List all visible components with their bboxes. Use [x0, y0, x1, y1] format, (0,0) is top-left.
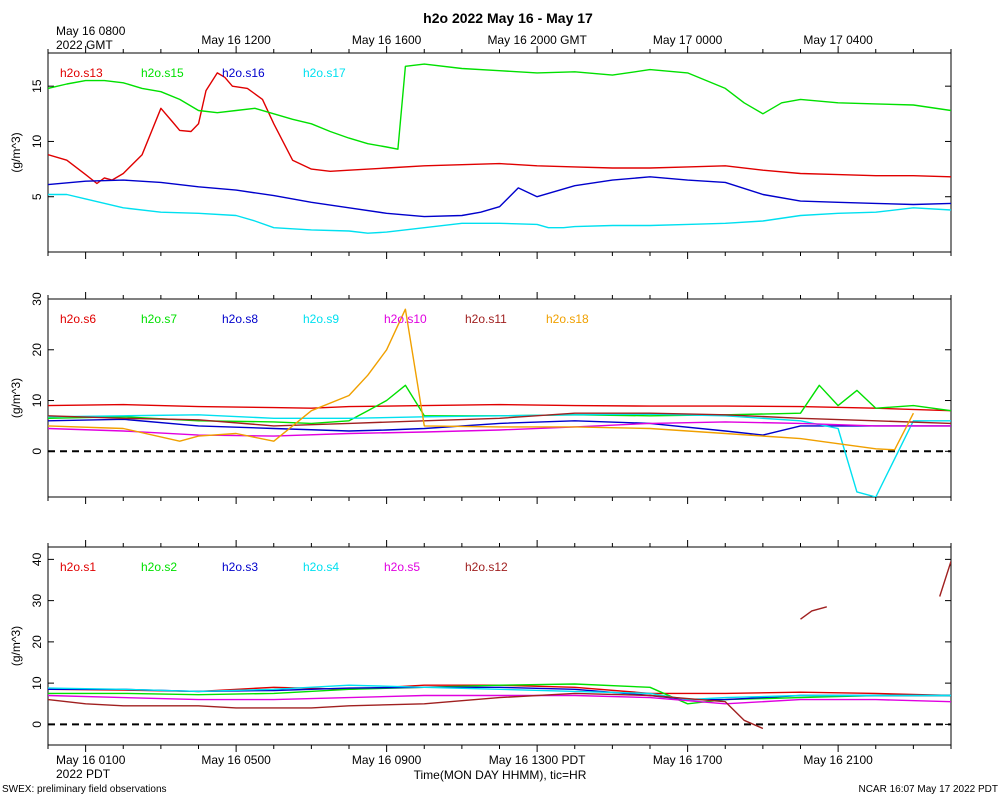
legend-entry: h2o.s10 — [384, 312, 427, 326]
series-line-h2o-s5 — [48, 694, 951, 705]
legend-entry: h2o.s9 — [303, 312, 339, 326]
legend-entry: h2o.s7 — [141, 312, 177, 326]
top-axis-first-label-line1: May 16 0800 — [56, 24, 126, 38]
legend-entry: h2o.s2 — [141, 560, 177, 574]
series-line-h2o-s16 — [48, 176, 951, 218]
legend-entry: h2o.s8 — [222, 312, 258, 326]
y-tick-label: 15 — [30, 79, 44, 93]
top-axis-tick-label: May 16 1200 — [201, 33, 271, 47]
series-line-h2o-s11 — [48, 412, 951, 427]
chart-panel-2: 0 10 20 30 (g/m^3) h2o.s6 h2o.s7 h2o.s8 h2o.s9 h2… — [9, 292, 952, 504]
y-tick-label: 0 — [30, 448, 44, 455]
series-lines — [48, 308, 951, 497]
chart-panel-3: 0 10 20 30 40 (g/m^3) h2o.s1 h2o.s2 h2o.s3 h2o.s4… — [9, 540, 952, 752]
footer-left-note: SWEX: preliminary field observations — [2, 784, 167, 795]
legend-entry: h2o.s18 — [546, 312, 589, 326]
series-line-h2o-s9 — [48, 413, 951, 497]
series-line-h2o-s10 — [48, 421, 951, 437]
chart-panel-1: 5 10 15 (g/m^3) h2o.s13 h2o.s15 h2o.s16 h2o.s17 — [9, 46, 952, 259]
chart-panels: 5 10 15 (g/m^3) h2o.s13 h2o.s15 h2o.s16 h2o.s17… — [9, 46, 952, 752]
legend-entry: h2o.s11 — [465, 312, 507, 326]
y-tick-label: 30 — [30, 292, 44, 306]
y-tick-label: 10 — [30, 394, 44, 408]
footer-right-note: NCAR 16:07 May 17 2022 PDT — [858, 784, 998, 795]
y-axis-label: (g/m^3) — [9, 626, 23, 666]
bottom-axis-tick-label: May 16 1300 PDT — [489, 753, 586, 767]
series-line-h2o-s17 — [48, 193, 951, 234]
series-line-h2o-s4 — [48, 684, 951, 701]
bottom-axis-tick-label: May 16 0500 — [201, 753, 271, 767]
y-tick-label: 0 — [30, 721, 44, 728]
top-axis-tick-label: May 17 0000 — [653, 33, 723, 47]
bottom-axis-first-label-line1: May 16 0100 — [56, 753, 126, 767]
y-axis-label: (g/m^3) — [9, 378, 23, 418]
legend-entry: h2o.s15 — [141, 66, 184, 80]
y-tick-label: 10 — [30, 676, 44, 690]
top-axis-tick-label: May 16 2000 GMT — [487, 33, 587, 47]
bottom-axis-first-label-line2: 2022 PDT — [56, 767, 111, 781]
legend-entry: h2o.s3 — [222, 560, 258, 574]
y-tick-label: 5 — [30, 193, 44, 200]
y-tick-label: 10 — [30, 134, 44, 148]
bottom-axis-tick-label: May 16 0900 — [352, 753, 422, 767]
series-line-h2o-s18 — [48, 308, 915, 451]
y-tick-label: 20 — [30, 635, 44, 649]
legend-entry: h2o.s5 — [384, 560, 420, 574]
top-axis-tick-label: May 17 0400 — [803, 33, 873, 47]
legend-entry: h2o.s17 — [303, 66, 346, 80]
bottom-axis-tick-label: May 16 1700 — [653, 753, 723, 767]
y-axis-label: (g/m^3) — [9, 132, 23, 172]
legend-entry: h2o.s1 — [60, 560, 96, 574]
series-line-h2o-s12b — [800, 606, 827, 620]
series-line-h2o-s6 — [48, 403, 951, 412]
y-tick-label: 20 — [30, 343, 44, 357]
series-line-h2o-s12c — [939, 561, 951, 597]
series-line-h2o-s8 — [48, 418, 951, 436]
panel-frame — [47, 52, 952, 253]
series-line-h2o-s2 — [48, 683, 951, 705]
top-axis-tick-label: May 16 1600 — [352, 33, 422, 47]
x-axis-label: Time(MON DAY HHMM), tic=HR — [414, 768, 587, 782]
legend-entry: h2o.s4 — [303, 560, 339, 574]
legend-entry: h2o.s16 — [222, 66, 265, 80]
series-line-h2o-s15 — [48, 63, 951, 150]
legend-entry: h2o.s12 — [465, 560, 508, 574]
series-lines — [48, 561, 951, 730]
panel-frame — [47, 298, 952, 498]
panel-frame — [47, 546, 952, 746]
series-lines — [48, 63, 951, 234]
y-tick-label: 40 — [30, 552, 44, 566]
bottom-axis-tick-label: May 16 2100 — [803, 753, 873, 767]
series-line-h2o-s13 — [48, 72, 951, 185]
legend-entry: h2o.s13 — [60, 66, 103, 80]
top-axis-first-label-line2: 2022 GMT — [56, 38, 113, 52]
figure-title: h2o 2022 May 16 - May 17 — [423, 10, 593, 26]
series-line-h2o-s12 — [48, 692, 764, 730]
y-tick-label: 30 — [30, 594, 44, 608]
legend-entry: h2o.s6 — [60, 312, 96, 326]
